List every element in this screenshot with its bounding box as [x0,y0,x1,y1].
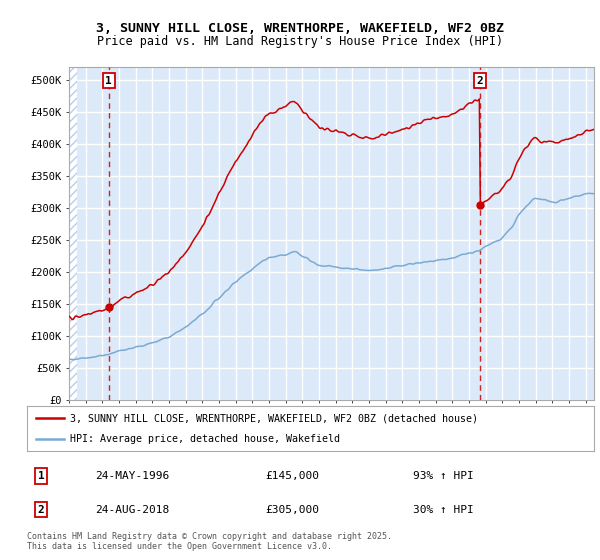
Text: £145,000: £145,000 [265,471,319,481]
Text: 2: 2 [38,505,44,515]
Text: Contains HM Land Registry data © Crown copyright and database right 2025.
This d: Contains HM Land Registry data © Crown c… [27,532,392,552]
Text: 2: 2 [476,76,483,86]
Text: 24-AUG-2018: 24-AUG-2018 [95,505,169,515]
Text: 93% ↑ HPI: 93% ↑ HPI [413,471,473,481]
Text: 24-MAY-1996: 24-MAY-1996 [95,471,169,481]
Text: 3, SUNNY HILL CLOSE, WRENTHORPE, WAKEFIELD, WF2 0BZ: 3, SUNNY HILL CLOSE, WRENTHORPE, WAKEFIE… [96,22,504,35]
Text: Price paid vs. HM Land Registry's House Price Index (HPI): Price paid vs. HM Land Registry's House … [97,35,503,48]
Bar [69,67,77,400]
Text: 30% ↑ HPI: 30% ↑ HPI [413,505,473,515]
Text: £305,000: £305,000 [265,505,319,515]
Text: 3, SUNNY HILL CLOSE, WRENTHORPE, WAKEFIELD, WF2 0BZ (detached house): 3, SUNNY HILL CLOSE, WRENTHORPE, WAKEFIE… [70,413,478,423]
Text: HPI: Average price, detached house, Wakefield: HPI: Average price, detached house, Wake… [70,433,340,444]
Text: 1: 1 [38,471,44,481]
Text: 1: 1 [106,76,112,86]
